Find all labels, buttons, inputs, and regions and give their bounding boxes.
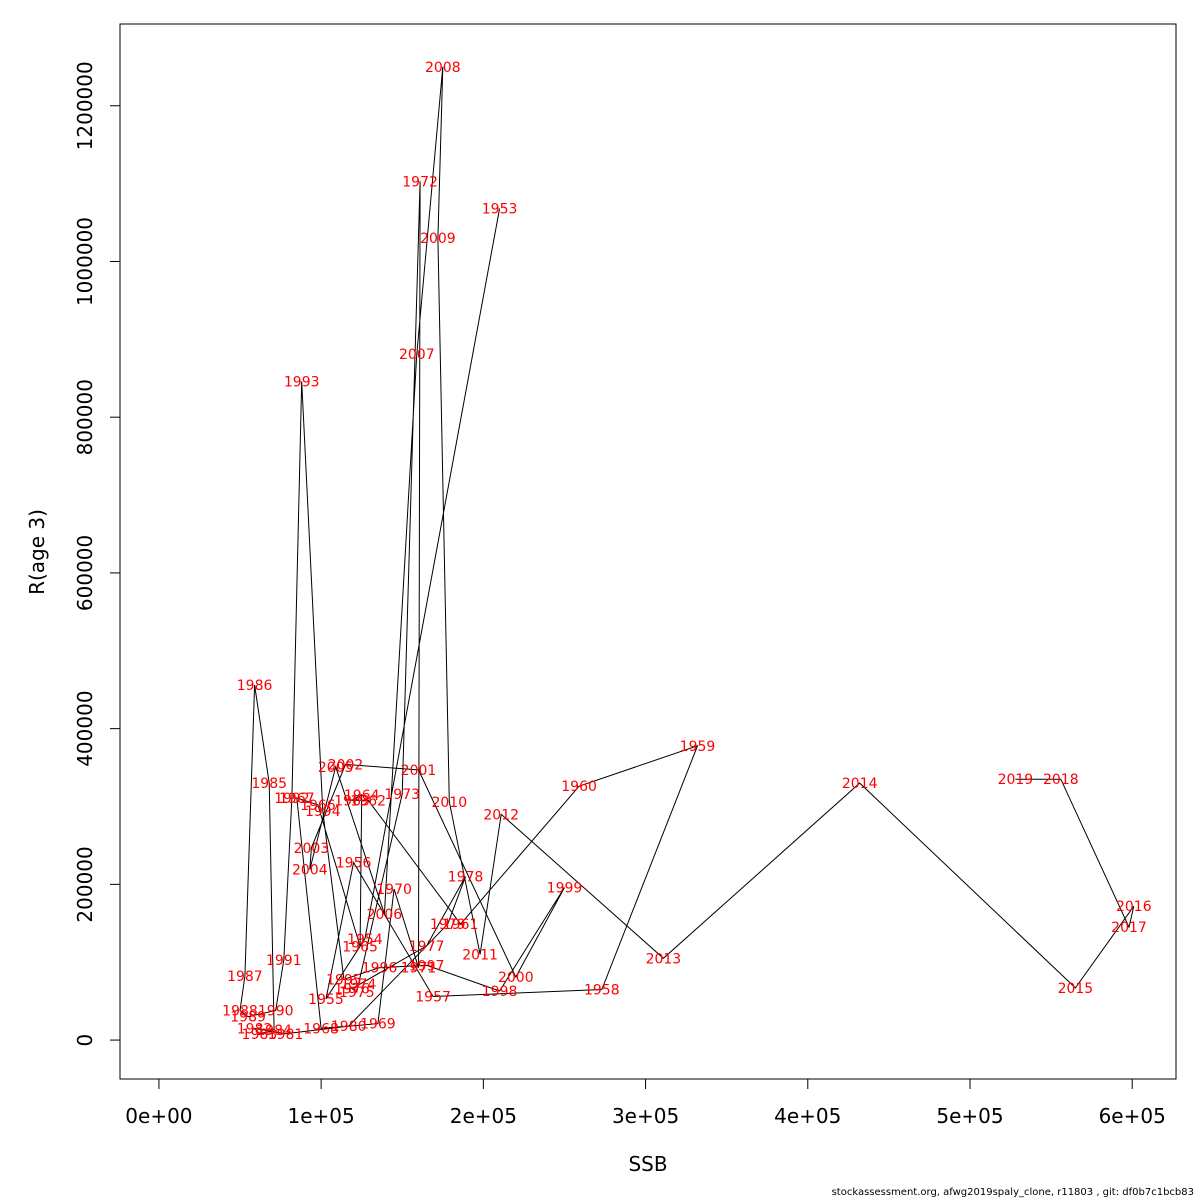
point-label-1982: 1982 (237, 1021, 273, 1037)
point-label-1971: 1971 (401, 961, 437, 977)
point-label-1991: 1991 (266, 953, 302, 969)
point-label-1992: 1992 (274, 791, 310, 807)
y-tick-label: 1200000 (73, 61, 97, 150)
y-tick-label: 800000 (73, 379, 97, 455)
point-label-1977: 1977 (409, 939, 445, 955)
x-tick-label: 0e+00 (125, 1104, 192, 1128)
x-tick-label: 4e+05 (774, 1104, 841, 1128)
point-label-1962: 1962 (350, 793, 386, 809)
point-label-2008: 2008 (425, 60, 461, 76)
point-label-1964: 1964 (344, 788, 380, 804)
point-label-1994: 1994 (305, 804, 341, 820)
point-label-1958: 1958 (584, 983, 620, 999)
point-label-1993: 1993 (284, 374, 320, 390)
point-label-1953: 1953 (482, 202, 518, 218)
point-label-2016: 2016 (1116, 899, 1152, 915)
point-label-2011: 2011 (462, 947, 498, 963)
point-label-1989: 1989 (230, 1010, 266, 1026)
point-label-1987: 1987 (227, 969, 263, 985)
point-label-1981: 1981 (268, 1027, 304, 1043)
point-label-1963: 1963 (334, 793, 370, 809)
x-axis: 0e+00 1e+05 2e+05 3e+05 4e+05 5e+05 6e+05 (125, 1078, 1166, 1128)
series-layer (239, 66, 1135, 1035)
point-label-2014: 2014 (842, 776, 878, 792)
y-tick-label: 0 (73, 1034, 97, 1047)
point-label-2001: 2001 (401, 763, 437, 779)
x-tick-label: 6e+05 (1099, 1104, 1166, 1128)
point-label-2013: 2013 (646, 951, 682, 967)
footer-credit: stockassessment.org, afwg2019spaly_clone… (831, 1187, 1194, 1198)
point-label-1998: 1998 (482, 984, 518, 1000)
x-tick-label: 3e+05 (612, 1104, 679, 1128)
point-label-1973: 1973 (384, 787, 420, 803)
point-label-2006: 2006 (367, 907, 403, 923)
point-label-1954: 1954 (347, 932, 383, 948)
point-label-1980: 1980 (331, 1019, 367, 1035)
point-label-1974: 1974 (341, 977, 377, 993)
point-label-2004: 2004 (292, 863, 328, 879)
point-label-1967: 1967 (279, 791, 315, 807)
point-label-2000: 2000 (498, 970, 534, 986)
point-label-1997: 1997 (409, 958, 445, 974)
point-label-1959: 1959 (680, 739, 716, 755)
point-label-1965: 1965 (342, 940, 378, 956)
point-label-1975: 1975 (339, 985, 375, 1001)
y-tick-label: 400000 (73, 690, 97, 766)
sr-series-line (239, 66, 1135, 1035)
point-label-2017: 2017 (1111, 920, 1147, 936)
point-label-2015: 2015 (1058, 981, 1094, 997)
y-axis: 0 200000 400000 600000 800000 1000000 1200000 (73, 61, 121, 1047)
point-label-1984: 1984 (256, 1023, 292, 1039)
point-label-1955: 1955 (308, 992, 344, 1008)
y-axis-title: R(age 3) (25, 509, 49, 595)
point-label-2005: 2005 (318, 760, 354, 776)
point-label-1990: 1990 (258, 1004, 294, 1020)
point-label-2018: 2018 (1043, 772, 1079, 788)
point-label-1966: 1966 (300, 798, 336, 814)
point-label-1972: 1972 (402, 174, 438, 190)
y-tick-label: 200000 (73, 846, 97, 922)
point-label-1979: 1979 (430, 917, 466, 933)
x-axis-title: SSB (628, 1152, 667, 1176)
point-label-layer: 1953 1954 1955 1956 1957 1958 1959 1960 1961 1962… (222, 60, 1152, 1043)
point-label-2019: 2019 (998, 772, 1034, 788)
point-label-2012: 2012 (483, 807, 519, 823)
point-label-1996: 1996 (362, 961, 398, 977)
x-tick-label: 5e+05 (936, 1104, 1003, 1128)
point-label-1968: 1968 (303, 1021, 339, 1037)
point-label-2002: 2002 (328, 757, 364, 773)
point-label-1957: 1957 (415, 990, 451, 1006)
point-label-1969: 1969 (360, 1017, 396, 1033)
y-tick-label: 1000000 (73, 217, 97, 306)
point-label-1956: 1956 (336, 856, 372, 872)
point-label-1976: 1976 (334, 982, 370, 998)
point-label-2009: 2009 (420, 231, 456, 247)
point-label-1983: 1983 (242, 1027, 278, 1043)
point-label-2007: 2007 (399, 347, 435, 363)
point-label-1978: 1978 (448, 870, 484, 886)
point-label-2010: 2010 (431, 795, 467, 811)
point-label-1995: 1995 (326, 972, 362, 988)
point-label-1999: 1999 (547, 881, 583, 897)
x-tick-label: 2e+05 (450, 1104, 517, 1128)
point-label-1970: 1970 (376, 882, 412, 898)
point-label-1988: 1988 (222, 1004, 258, 1020)
point-label-1960: 1960 (561, 779, 597, 795)
y-tick-label: 600000 (73, 535, 97, 611)
point-label-1961: 1961 (443, 917, 479, 933)
x-tick-label: 1e+05 (288, 1104, 355, 1128)
point-label-1986: 1986 (237, 678, 273, 694)
point-label-1985: 1985 (251, 776, 287, 792)
point-label-2003: 2003 (294, 841, 330, 857)
